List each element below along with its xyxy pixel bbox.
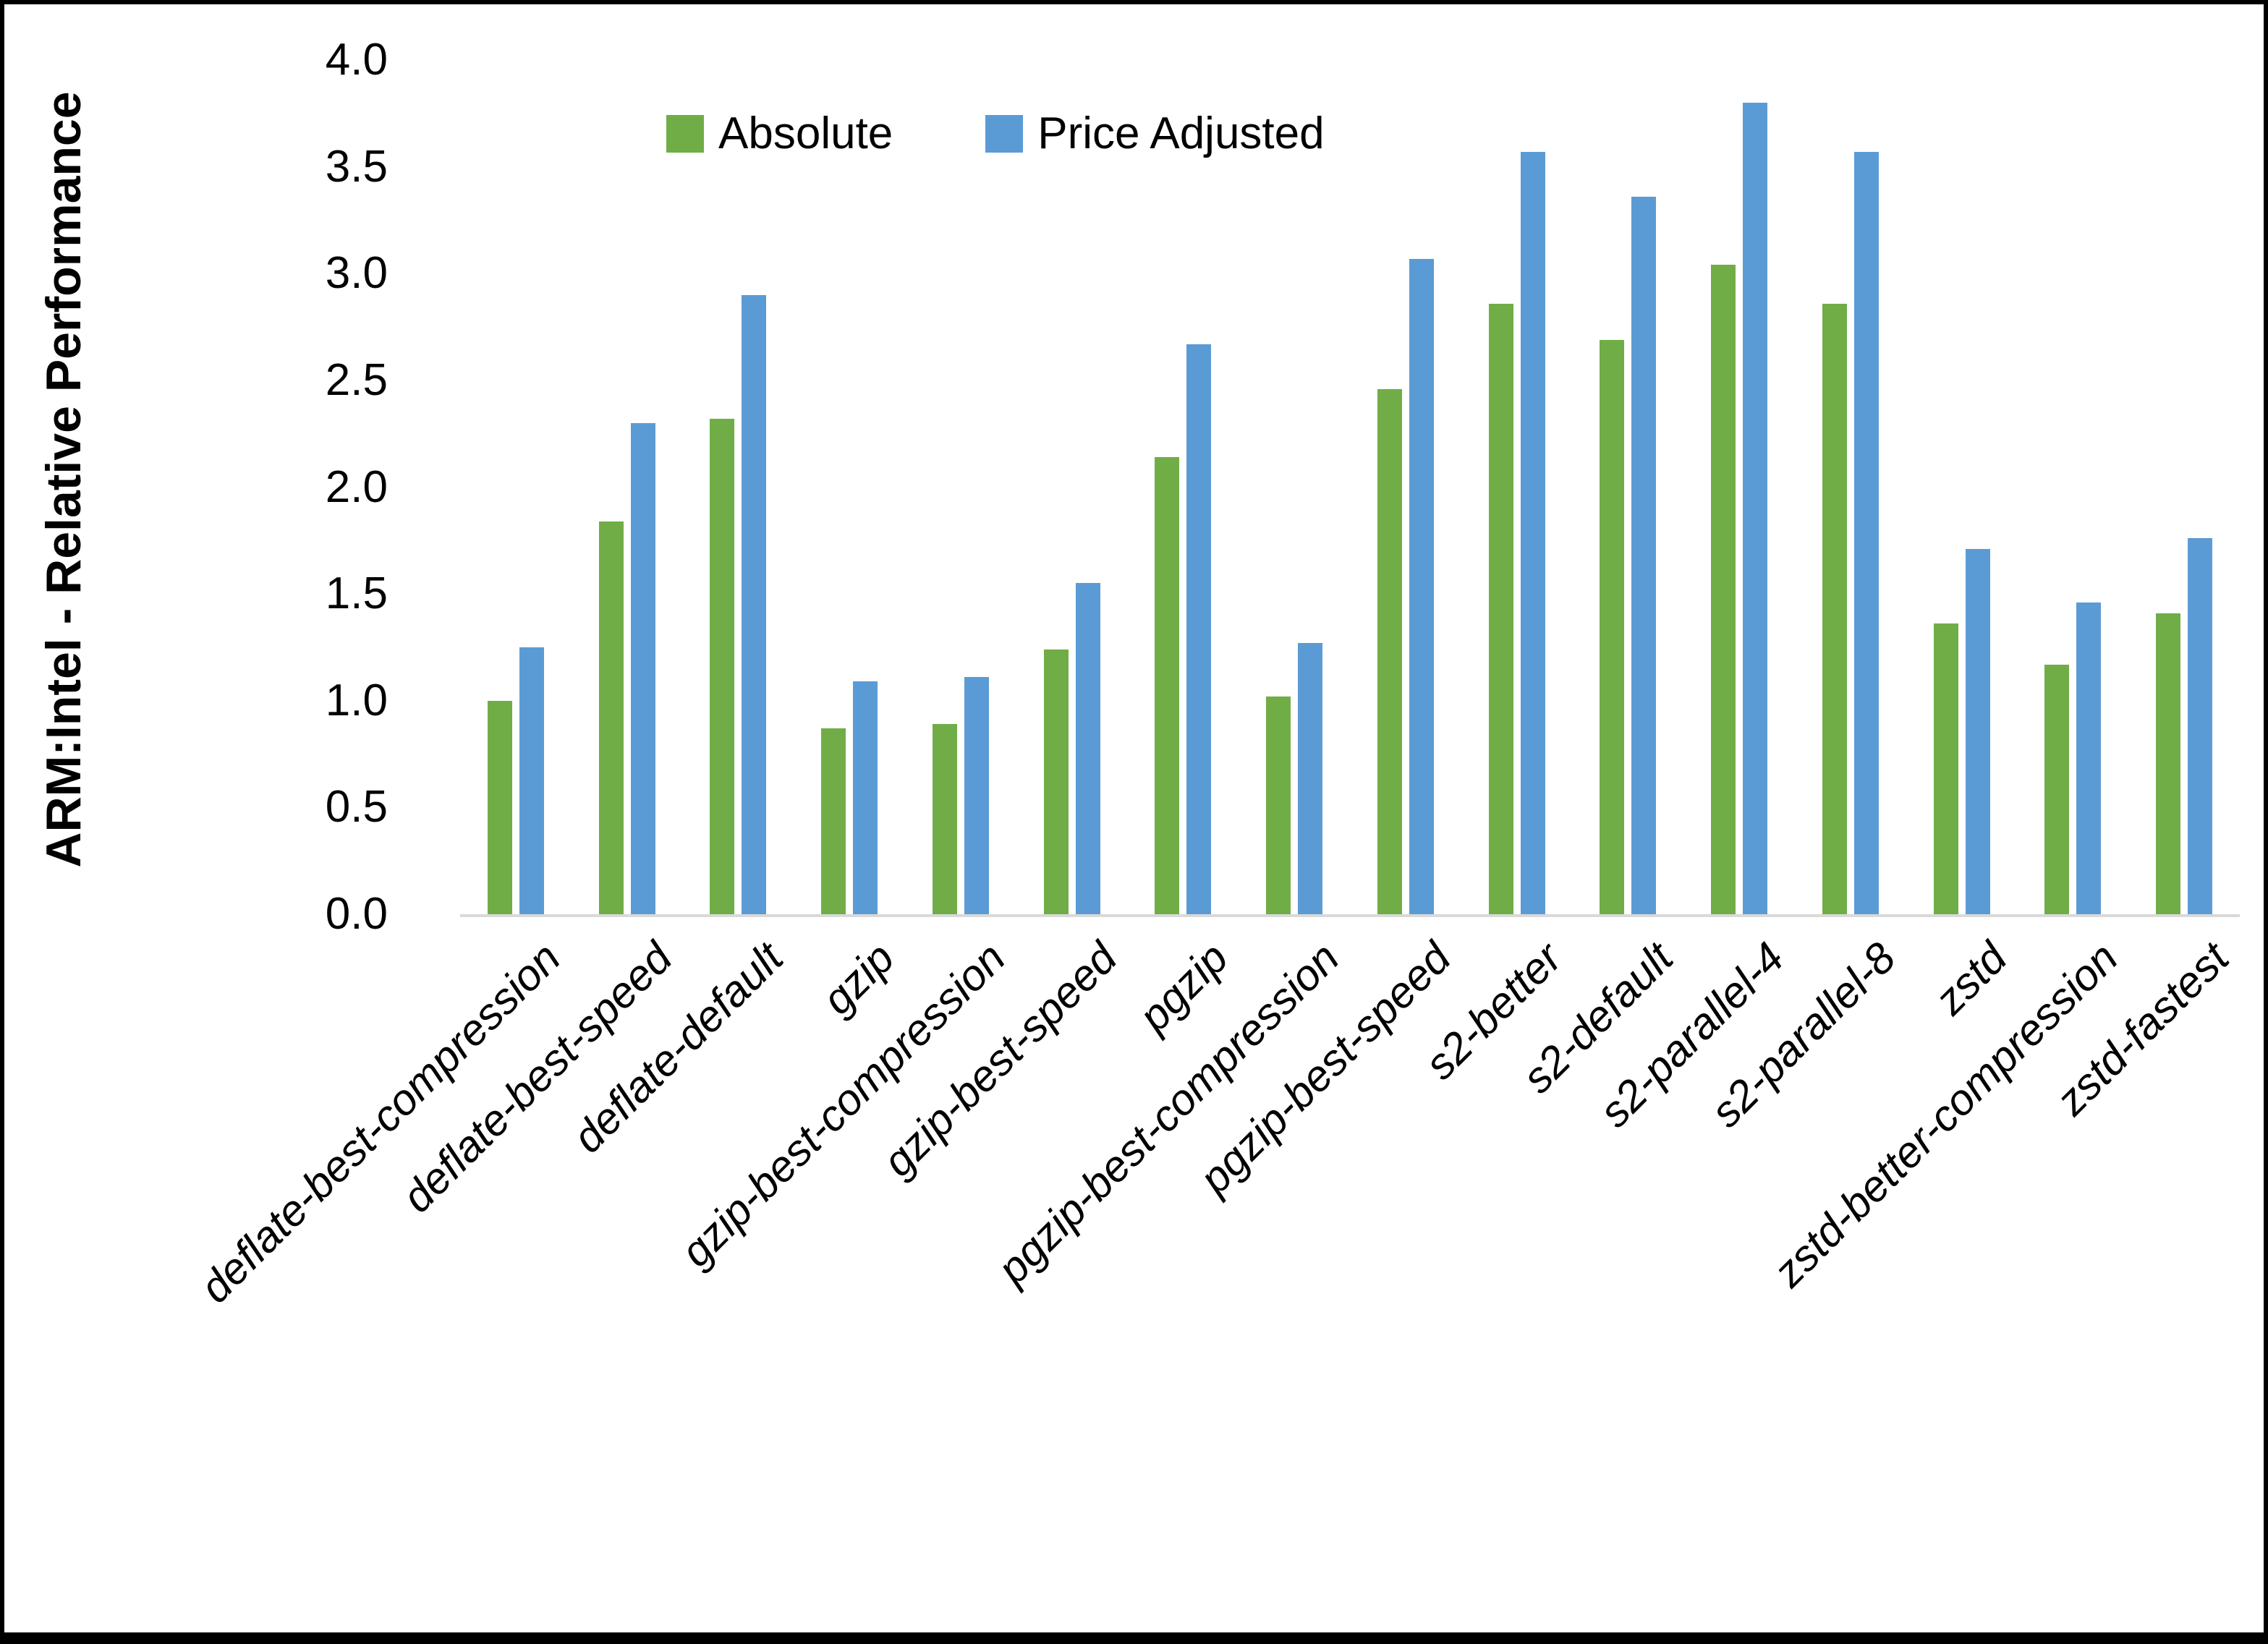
legend-swatch-absolute-icon [666, 115, 704, 153]
x-axis-label: gzip [812, 933, 904, 1024]
y-tick-label: 0.5 [325, 782, 388, 832]
bar-absolute [1711, 265, 1736, 914]
bar-absolute [1155, 457, 1180, 914]
y-tick-label: 3.5 [325, 141, 388, 192]
bar-price-adjusted [1409, 258, 1434, 914]
legend-label-price-adjusted: Price Adjusted [1037, 108, 1325, 158]
bar-absolute [2156, 613, 2181, 914]
bar-price-adjusted [1520, 151, 1545, 914]
y-tick-label: 2.0 [325, 461, 388, 512]
bar-absolute [1822, 303, 1847, 914]
bar-price-adjusted [2076, 602, 2102, 914]
bar-price-adjusted [519, 647, 544, 914]
bar-price-adjusted [964, 677, 989, 914]
bar-absolute [1488, 303, 1513, 914]
legend-item-price-adjusted: Price Adjusted [985, 108, 1325, 158]
bar-price-adjusted [1965, 549, 1990, 914]
bar-absolute [487, 700, 512, 914]
y-tick-label: 0.0 [325, 889, 388, 939]
y-tick-label: 3.0 [325, 248, 388, 299]
x-axis-label: zstd [1925, 933, 2016, 1024]
legend-item-absolute: Absolute [666, 111, 893, 156]
bar-absolute [710, 419, 735, 914]
bar-price-adjusted [1186, 344, 1212, 914]
legend: Absolute Price Adjusted [666, 111, 1325, 156]
bar-absolute [1933, 623, 1958, 914]
bar-absolute [1043, 649, 1069, 914]
y-tick-label: 4.0 [325, 35, 388, 85]
bar-price-adjusted [853, 681, 878, 914]
bar-absolute [932, 724, 957, 914]
bar-absolute [2044, 664, 2070, 914]
bar-price-adjusted [2188, 538, 2213, 914]
bar-price-adjusted [630, 422, 655, 914]
legend-label-absolute: Absolute [718, 108, 893, 158]
bar-absolute [1600, 339, 1625, 914]
y-tick-label: 1.5 [325, 568, 388, 619]
bar-price-adjusted [1743, 103, 1768, 914]
bar-price-adjusted [1075, 583, 1100, 914]
bar-absolute [1266, 696, 1291, 914]
bar-absolute [1377, 388, 1402, 914]
bar-absolute [598, 521, 624, 914]
legend-swatch-price-adjusted-icon [985, 115, 1024, 153]
bar-price-adjusted [1853, 151, 1879, 914]
plot-area: 4.0 3.5 3.0 2.5 2.0 1.5 1.0 0.5 0.0 deflate-best-… [4, 4, 2264, 1632]
bar-absolute [821, 728, 846, 914]
x-axis-line [460, 914, 2240, 917]
bar-price-adjusted [742, 294, 767, 914]
bar-price-adjusted [1298, 643, 1323, 914]
y-tick-label: 2.5 [325, 354, 388, 405]
y-tick-label: 1.0 [325, 675, 388, 725]
bar-price-adjusted [1631, 196, 1657, 914]
